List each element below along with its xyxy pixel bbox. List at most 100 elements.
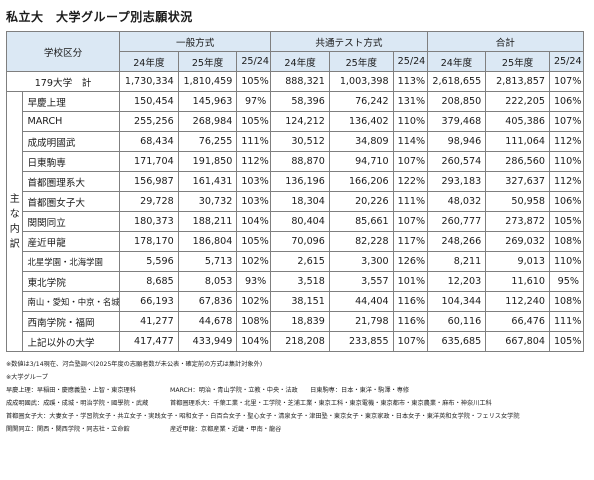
count-cell: 29,728 [119,191,179,212]
header-group: 共通テスト方式 [270,31,428,52]
ratio-cell: 116% [392,311,428,332]
count-cell: 8,685 [119,271,179,292]
group-definition: 首都圏女子大：大妻女子・学習院女子・共立女子・実践女子・昭和女子・白百合女子・聖… [6,413,520,420]
count-cell: 260,777 [426,211,487,232]
group-definition: 早慶上理：早稲田・慶應義塾・上智・東京理科 [6,387,136,394]
count-cell: 111,064 [485,131,550,152]
row-label: 179大学 計 [5,71,121,92]
table-row: 東北学院 8,685 8,053 93% 3,518 3,557 101% 12,203 11,… [7,271,585,292]
count-cell: 161,431 [177,171,238,192]
ratio-cell: 112% [236,151,272,172]
count-cell: 191,850 [177,151,238,172]
side-label-char: な [9,208,20,220]
count-cell: 273,872 [485,211,550,232]
ratio-cell: 93% [236,271,272,292]
count-cell: 9,013 [485,251,550,272]
count-cell: 208,850 [426,91,487,112]
count-cell: 94,710 [328,151,394,172]
ratio-cell: 111% [548,311,585,332]
count-cell: 327,637 [485,171,550,192]
row-label: 関関同立 [22,211,121,232]
ratio-cell: 114% [392,131,428,152]
header-sub: 24年度 [426,51,487,72]
row-label: 産近甲龍 [22,231,121,252]
count-cell: 405,386 [485,111,550,132]
count-cell: 286,560 [485,151,550,172]
ratio-cell: 108% [548,231,585,252]
group-definition: 首都圏理系大：千葉工業・北里・工学院・芝浦工業・東京工科・東京電機・東京都市・東… [170,400,492,407]
count-cell: 3,300 [328,251,394,272]
side-label-breakdown: 主な内訳 [5,91,24,352]
ratio-cell: 112% [548,131,585,152]
group-definition: 成成明國武：成蹊・成城・明治学院・國學院・武蔵 [6,400,149,407]
ratio-cell: 110% [392,111,428,132]
count-cell: 50,958 [485,191,550,212]
count-cell: 88,870 [270,151,330,172]
count-cell: 98,946 [426,131,487,152]
group-definition: MARCH：明治・青山学院・立教・中央・法政 日東駒専：日本・東洋・駒澤・専修 [170,387,410,394]
count-cell: 255,256 [119,111,179,132]
count-cell: 66,476 [485,311,550,332]
table-row: 首都圏女子大 29,728 30,732 103% 18,304 20,226 111% 48… [7,191,585,212]
count-cell: 38,151 [270,291,330,312]
count-cell: 1,003,398 [328,71,394,92]
note-count-basis: ※数値は3/14現在、河合塾調べ(2025年度の志願者数が未公表・確定前の方式は… [6,361,263,368]
count-cell: 30,512 [270,131,330,152]
ratio-cell: 105% [236,71,272,92]
ratio-cell: 110% [548,251,585,272]
side-label-char: 主 [9,193,20,205]
count-cell: 180,373 [119,211,179,232]
count-cell: 166,206 [328,171,394,192]
count-cell: 635,685 [426,331,487,352]
note-group-heading: ※大学グループ [6,374,48,381]
ratio-cell: 116% [392,291,428,312]
count-cell: 68,434 [119,131,179,152]
ratio-cell: 103% [236,171,272,192]
ratio-cell: 110% [548,151,585,172]
count-cell: 3,557 [328,271,394,292]
count-cell: 150,454 [119,91,179,112]
count-cell: 417,477 [119,331,179,352]
header-sub: 24年度 [119,51,179,72]
ratio-cell: 107% [548,111,585,132]
table-row: 首都圏理系大 156,987 161,431 103% 136,196 166,206 12… [7,171,585,192]
ratio-cell: 105% [548,331,585,352]
group-definition: 関関同立：関西・関西学院・同志社・立命館 [6,426,130,433]
row-label: 日東駒専 [22,151,121,172]
ratio-cell: 107% [392,211,428,232]
count-cell: 171,704 [119,151,179,172]
count-cell: 124,212 [270,111,330,132]
group-definition-line: 首都圏女子大：大妻女子・学習院女子・共立女子・実践女子・昭和女子・白百合女子・聖… [6,410,588,423]
group-definition: 産近甲龍：京都産業・近畿・甲南・龍谷 [170,426,282,433]
header-sub: 25/24 [548,51,585,72]
count-cell: 3,518 [270,271,330,292]
ratio-cell: 102% [236,291,272,312]
count-cell: 248,266 [426,231,487,252]
count-cell: 1,810,459 [177,71,238,92]
count-cell: 188,211 [177,211,238,232]
count-cell: 104,344 [426,291,487,312]
count-cell: 667,804 [485,331,550,352]
header-group: 合計 [426,31,585,52]
count-cell: 82,228 [328,231,394,252]
table-row: 北星学園・北海学園 5,596 5,713 102% 2,615 3,300 126% 8,2… [7,251,585,272]
side-label-char: 訳 [9,238,20,250]
ratio-cell: 104% [236,331,272,352]
header-group: 一般方式 [119,31,272,52]
ratio-cell: 97% [236,91,272,112]
count-cell: 11,610 [485,271,550,292]
ratio-cell: 112% [548,171,585,192]
count-cell: 76,242 [328,91,394,112]
notes: ※数値は3/14現在、河合塾調べ(2025年度の志願者数が未公表・確定前の方式は… [6,358,588,436]
ratio-cell: 104% [236,211,272,232]
count-cell: 218,208 [270,331,330,352]
count-cell: 433,949 [177,331,238,352]
row-label: MARCH [22,111,121,132]
table-row: 関関同立 180,373 188,211 104% 80,404 85,661 107% 26… [7,211,585,232]
ratio-cell: 102% [236,251,272,272]
table-row: 南山・愛知・中京・名城 66,193 67,836 102% 38,151 44,404 1… [7,291,585,312]
ratio-cell: 107% [392,331,428,352]
count-cell: 80,404 [270,211,330,232]
count-cell: 44,678 [177,311,238,332]
header-sub: 25年度 [177,51,238,72]
